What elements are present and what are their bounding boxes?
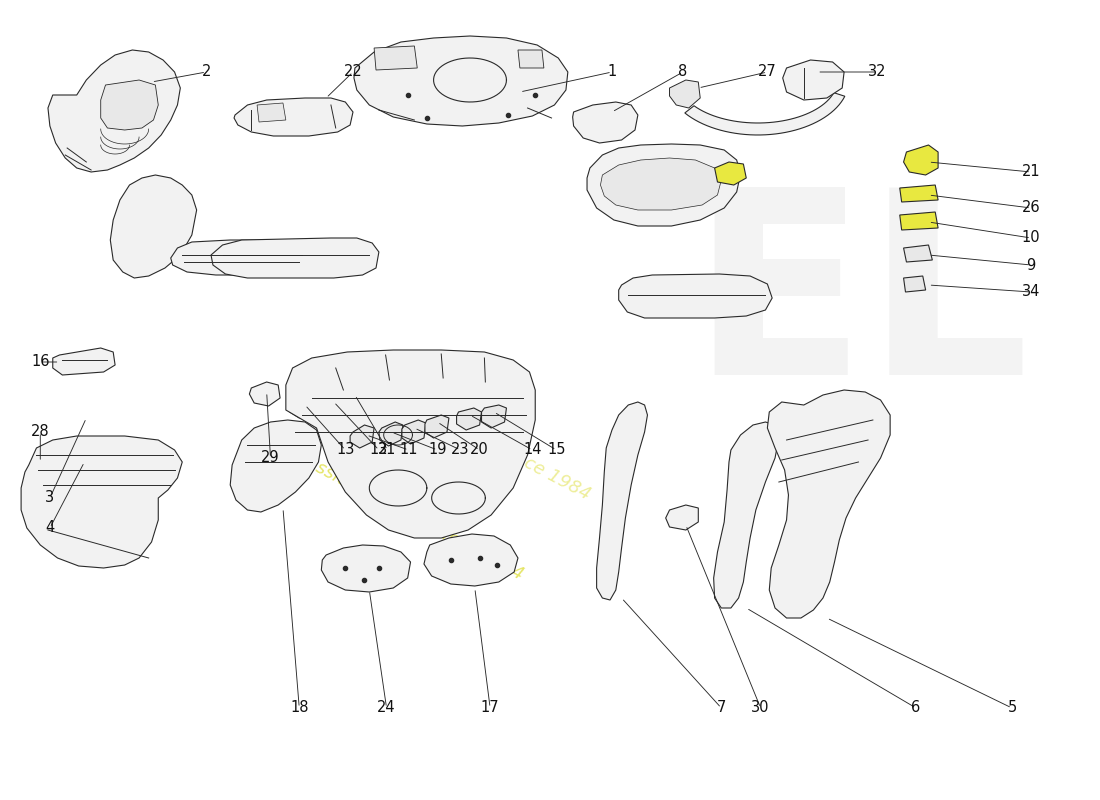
Polygon shape	[482, 405, 506, 428]
Text: 23: 23	[451, 442, 470, 458]
Text: 11: 11	[399, 442, 418, 458]
Polygon shape	[53, 348, 116, 375]
Polygon shape	[783, 60, 844, 100]
Polygon shape	[234, 98, 353, 136]
Polygon shape	[110, 175, 197, 278]
Text: 15: 15	[547, 442, 565, 458]
Text: 18: 18	[290, 701, 308, 715]
Text: 4: 4	[45, 521, 55, 535]
Polygon shape	[618, 274, 772, 318]
Polygon shape	[257, 103, 286, 122]
Polygon shape	[715, 162, 746, 185]
Polygon shape	[596, 402, 648, 600]
Polygon shape	[250, 382, 280, 406]
Polygon shape	[685, 93, 845, 135]
Polygon shape	[350, 425, 374, 448]
Polygon shape	[424, 534, 518, 586]
Polygon shape	[321, 545, 410, 592]
Text: 21: 21	[1022, 165, 1041, 179]
Text: 31: 31	[378, 442, 397, 458]
Polygon shape	[768, 390, 890, 618]
Polygon shape	[587, 144, 740, 226]
Text: 10: 10	[1022, 230, 1041, 246]
Polygon shape	[903, 145, 938, 175]
Polygon shape	[48, 50, 180, 172]
Text: 29: 29	[261, 450, 279, 466]
Polygon shape	[670, 80, 701, 108]
Text: 34: 34	[1022, 285, 1041, 299]
Polygon shape	[211, 238, 378, 278]
Polygon shape	[170, 240, 309, 275]
Text: 1: 1	[607, 65, 617, 79]
Polygon shape	[903, 245, 933, 262]
Polygon shape	[230, 420, 321, 512]
Text: 3: 3	[45, 490, 54, 506]
Polygon shape	[21, 436, 183, 568]
Text: 9: 9	[1026, 258, 1036, 273]
Text: 16: 16	[31, 354, 50, 370]
Polygon shape	[317, 390, 341, 415]
Text: 7: 7	[716, 701, 726, 715]
Polygon shape	[354, 36, 568, 126]
Polygon shape	[289, 392, 315, 418]
Text: 24: 24	[377, 701, 396, 715]
Text: EL: EL	[691, 180, 1030, 428]
Text: 27: 27	[758, 65, 777, 79]
Text: 17: 17	[481, 701, 499, 715]
Polygon shape	[378, 422, 403, 446]
Polygon shape	[286, 350, 536, 538]
Polygon shape	[666, 505, 698, 530]
Polygon shape	[601, 158, 722, 210]
Text: 2: 2	[201, 65, 211, 79]
Polygon shape	[714, 422, 779, 608]
Text: 20: 20	[470, 442, 490, 458]
Polygon shape	[518, 50, 543, 68]
Text: 26: 26	[1022, 201, 1041, 215]
Text: a passion for parts since 1984: a passion for parts since 1984	[345, 361, 594, 504]
Polygon shape	[900, 212, 938, 230]
Text: a passion for parts since 1984: a passion for parts since 1984	[278, 441, 527, 584]
Text: 22: 22	[343, 65, 362, 79]
Polygon shape	[374, 46, 417, 70]
Polygon shape	[900, 185, 938, 202]
Polygon shape	[456, 408, 482, 430]
Polygon shape	[573, 102, 638, 143]
Text: 6: 6	[912, 701, 921, 715]
Polygon shape	[402, 420, 426, 444]
Polygon shape	[425, 415, 449, 438]
Text: 30: 30	[751, 701, 770, 715]
Text: 14: 14	[524, 442, 541, 458]
Text: 32: 32	[868, 65, 887, 79]
Text: 5: 5	[1008, 701, 1016, 715]
Text: 8: 8	[679, 65, 688, 79]
Polygon shape	[341, 384, 366, 408]
Text: 19: 19	[428, 442, 447, 458]
Polygon shape	[101, 80, 158, 130]
Polygon shape	[903, 276, 925, 292]
Text: 28: 28	[31, 425, 50, 439]
Text: 12: 12	[370, 442, 388, 458]
Text: 13: 13	[337, 442, 354, 458]
